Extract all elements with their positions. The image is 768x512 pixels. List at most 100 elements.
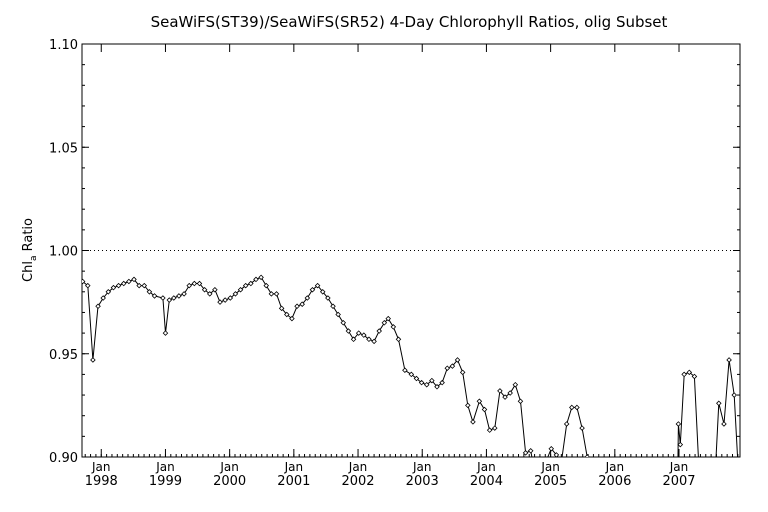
x-tick-year-label: 2004 <box>470 474 503 489</box>
data-point <box>181 291 187 297</box>
data-point <box>381 320 388 326</box>
data-point <box>454 357 461 363</box>
x-tick-year-label: 2000 <box>213 474 246 489</box>
data-point <box>162 330 169 336</box>
data-point <box>126 278 132 285</box>
data-point <box>131 276 137 283</box>
x-tick-month-label: Jan <box>412 460 432 474</box>
data-point <box>253 276 259 283</box>
data-point <box>319 289 326 295</box>
x-tick-month-label: Jan <box>284 460 304 474</box>
data-point <box>100 295 106 301</box>
data-point <box>371 338 377 345</box>
data-point <box>325 295 331 301</box>
series-line <box>82 276 739 457</box>
data-point <box>309 286 316 293</box>
data-point <box>497 388 503 394</box>
data-point <box>141 282 148 289</box>
data-point <box>726 357 732 363</box>
data-point <box>171 295 177 301</box>
data-point <box>227 295 234 301</box>
data-point <box>444 365 451 371</box>
data-point <box>390 324 397 330</box>
data-point <box>232 291 239 297</box>
data-point <box>584 454 590 457</box>
data-point <box>434 384 440 390</box>
x-tick-month-label: Jan <box>540 460 560 474</box>
data-point <box>263 282 270 289</box>
y-tick-label: 0.90 <box>49 451 78 466</box>
data-point <box>206 291 213 297</box>
y-tick-label: 1.00 <box>49 245 78 260</box>
data-point <box>105 289 112 295</box>
data-point <box>278 305 285 312</box>
data-point <box>376 328 382 334</box>
x-tick-month-label: Jan <box>605 460 625 474</box>
data-point <box>559 459 563 463</box>
y-axis-label: Chla Ratio <box>21 218 39 282</box>
data-point <box>284 311 290 318</box>
data-point <box>736 465 740 469</box>
data-point <box>95 303 101 310</box>
data-point <box>258 274 264 281</box>
x-tick-month-label: Jan <box>91 460 111 474</box>
data-point <box>691 373 698 380</box>
x-tick-month-label: Jan <box>348 460 368 474</box>
data-point <box>408 371 415 378</box>
data-point <box>355 330 362 336</box>
data-point <box>563 421 570 427</box>
y-tick-label: 1.05 <box>49 141 78 156</box>
data-point <box>176 293 182 299</box>
x-tick-month-label: Jan <box>669 460 689 474</box>
data-point <box>90 357 96 363</box>
data-point <box>486 427 493 433</box>
data-point <box>136 282 142 289</box>
data-point <box>522 450 529 456</box>
x-tick-year-label: 2007 <box>662 474 695 489</box>
data-point <box>268 291 275 297</box>
data-point <box>517 398 524 405</box>
data-point <box>217 299 223 305</box>
series-group <box>82 274 740 484</box>
data-point <box>273 291 280 297</box>
data-point <box>146 289 153 295</box>
chart-title: SeaWiFS(ST39)/SeaWiFS(SR52) 4-Day Chloro… <box>151 13 668 31</box>
data-point <box>681 371 687 378</box>
data-point <box>507 390 513 396</box>
data-point <box>160 295 166 301</box>
x-tick-year-label: 2005 <box>534 474 567 489</box>
data-point <box>330 303 336 310</box>
data-point <box>186 282 192 289</box>
x-tick-year-label: 2006 <box>598 474 631 489</box>
data-point <box>151 293 158 299</box>
data-point <box>527 448 534 454</box>
data-point <box>402 367 408 374</box>
data-point <box>299 301 305 307</box>
data-point <box>697 480 701 484</box>
data-point <box>569 404 575 411</box>
data-point <box>166 297 173 303</box>
data-point <box>201 286 208 293</box>
data-point <box>574 404 580 411</box>
data-point <box>713 475 717 479</box>
data-point <box>242 282 249 289</box>
data-point <box>237 286 244 293</box>
data-point <box>212 286 218 293</box>
data-point <box>548 445 555 452</box>
data-point <box>350 336 357 343</box>
data-point <box>459 369 466 376</box>
data-point <box>345 328 352 334</box>
data-point <box>449 363 456 369</box>
data-point <box>361 332 367 338</box>
data-point <box>395 336 402 343</box>
data-point <box>120 280 127 287</box>
data-point <box>439 379 445 386</box>
data-point <box>304 295 311 301</box>
data-point <box>366 336 372 343</box>
data-point <box>492 425 498 431</box>
x-tick-year-label: 2002 <box>341 474 374 489</box>
data-point <box>340 320 347 326</box>
data-point <box>423 381 430 388</box>
data-point <box>470 419 476 425</box>
